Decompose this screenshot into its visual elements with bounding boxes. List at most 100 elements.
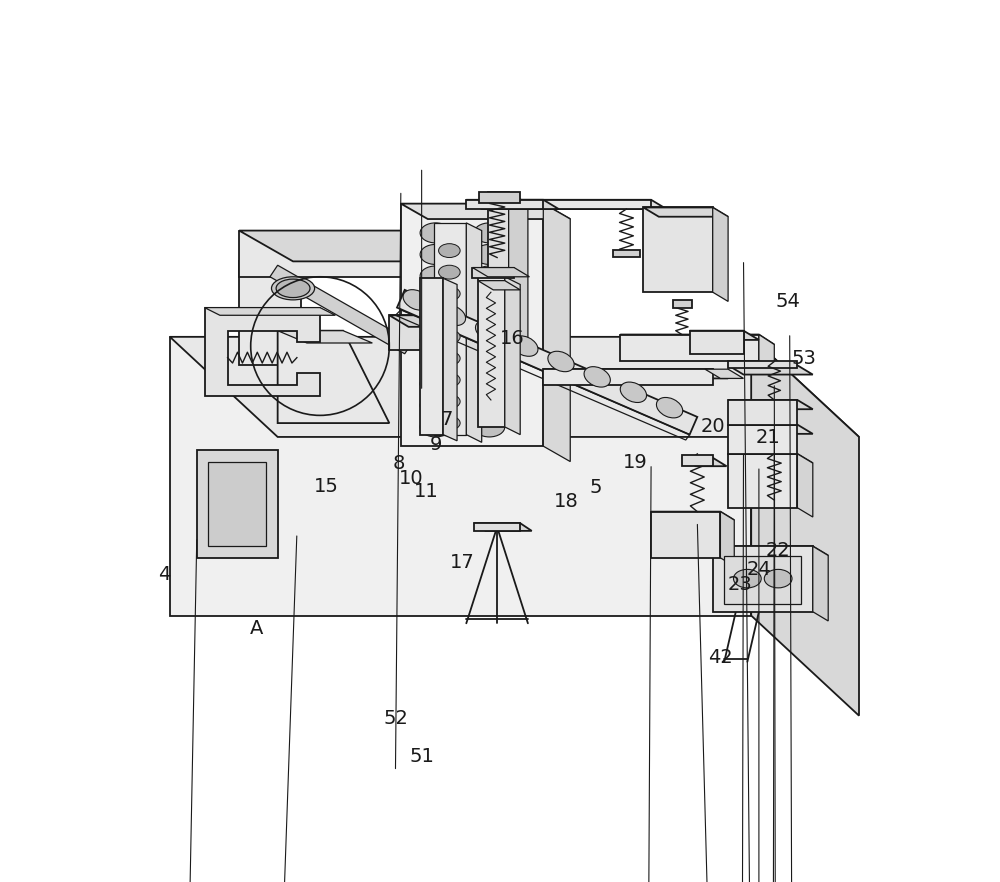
Text: 20: 20 — [700, 417, 725, 436]
Ellipse shape — [420, 331, 451, 351]
Polygon shape — [505, 277, 520, 435]
Polygon shape — [673, 300, 692, 308]
Polygon shape — [728, 424, 813, 434]
Polygon shape — [543, 370, 713, 385]
Polygon shape — [728, 454, 813, 463]
Polygon shape — [713, 546, 813, 612]
Ellipse shape — [548, 351, 574, 371]
Polygon shape — [728, 400, 813, 409]
Ellipse shape — [439, 330, 460, 344]
Text: 54: 54 — [776, 292, 801, 311]
Ellipse shape — [584, 367, 610, 387]
Ellipse shape — [439, 351, 460, 365]
Text: 8: 8 — [392, 453, 405, 473]
Polygon shape — [239, 230, 512, 261]
Polygon shape — [412, 230, 459, 308]
Polygon shape — [466, 200, 559, 209]
Polygon shape — [728, 400, 797, 424]
Polygon shape — [728, 454, 797, 508]
Polygon shape — [620, 334, 774, 345]
Ellipse shape — [420, 223, 451, 243]
Polygon shape — [205, 308, 320, 396]
Text: 21: 21 — [756, 428, 781, 447]
Polygon shape — [401, 204, 543, 446]
Ellipse shape — [420, 288, 451, 308]
Polygon shape — [488, 192, 509, 331]
Polygon shape — [728, 365, 813, 375]
Ellipse shape — [439, 373, 460, 387]
Polygon shape — [472, 267, 529, 277]
Polygon shape — [488, 200, 651, 209]
Text: 9: 9 — [429, 435, 442, 453]
Text: 16: 16 — [500, 329, 525, 348]
Text: 42: 42 — [708, 647, 733, 667]
Polygon shape — [270, 265, 412, 354]
Polygon shape — [443, 315, 462, 362]
Polygon shape — [239, 261, 301, 365]
Text: 52: 52 — [383, 709, 408, 728]
Ellipse shape — [656, 398, 683, 418]
Polygon shape — [651, 512, 720, 557]
Polygon shape — [813, 546, 828, 621]
Polygon shape — [466, 223, 482, 443]
Polygon shape — [278, 331, 372, 343]
Ellipse shape — [439, 394, 460, 408]
Text: 4: 4 — [158, 565, 171, 584]
Polygon shape — [389, 315, 462, 327]
Polygon shape — [509, 192, 528, 342]
Ellipse shape — [420, 395, 451, 415]
Polygon shape — [643, 207, 728, 217]
Ellipse shape — [474, 266, 505, 286]
Ellipse shape — [474, 417, 505, 437]
Text: 5: 5 — [589, 478, 602, 497]
Polygon shape — [682, 458, 727, 467]
Polygon shape — [751, 337, 859, 715]
Ellipse shape — [474, 395, 505, 415]
Polygon shape — [278, 331, 389, 423]
Text: 10: 10 — [399, 468, 423, 488]
Ellipse shape — [439, 416, 460, 430]
Ellipse shape — [439, 287, 460, 301]
Polygon shape — [720, 512, 734, 566]
Polygon shape — [620, 334, 759, 362]
Polygon shape — [208, 461, 266, 546]
Polygon shape — [401, 204, 570, 219]
Text: 22: 22 — [766, 542, 791, 560]
Polygon shape — [728, 424, 797, 454]
Polygon shape — [713, 207, 728, 302]
Text: A: A — [250, 619, 264, 639]
Polygon shape — [543, 204, 570, 461]
Polygon shape — [205, 308, 335, 315]
Text: 7: 7 — [441, 410, 453, 430]
Ellipse shape — [420, 244, 451, 265]
Ellipse shape — [474, 223, 505, 243]
Polygon shape — [472, 267, 514, 279]
Ellipse shape — [733, 570, 761, 588]
Text: 15: 15 — [314, 476, 339, 496]
Polygon shape — [239, 230, 459, 277]
Polygon shape — [543, 370, 728, 378]
Polygon shape — [434, 223, 466, 435]
Polygon shape — [397, 290, 697, 435]
Ellipse shape — [439, 265, 460, 279]
Text: 23: 23 — [727, 575, 752, 594]
Ellipse shape — [475, 320, 502, 341]
Polygon shape — [170, 337, 751, 616]
Text: 11: 11 — [414, 482, 439, 501]
Polygon shape — [474, 523, 532, 531]
Polygon shape — [705, 370, 744, 378]
Polygon shape — [728, 362, 797, 368]
Polygon shape — [474, 523, 520, 531]
Ellipse shape — [420, 352, 451, 372]
Ellipse shape — [439, 243, 460, 258]
Polygon shape — [443, 279, 457, 441]
Polygon shape — [170, 337, 859, 437]
Ellipse shape — [439, 305, 466, 325]
Ellipse shape — [420, 417, 451, 437]
Polygon shape — [713, 546, 828, 556]
Polygon shape — [479, 192, 520, 203]
Ellipse shape — [512, 336, 538, 356]
Polygon shape — [389, 315, 443, 350]
Ellipse shape — [474, 331, 505, 351]
Ellipse shape — [420, 374, 451, 394]
